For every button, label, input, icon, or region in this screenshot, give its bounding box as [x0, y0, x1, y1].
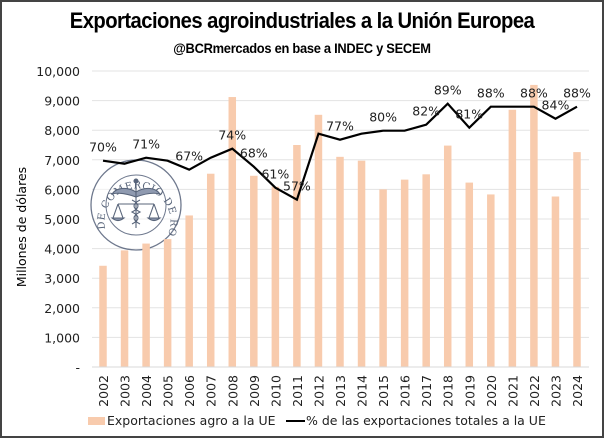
y-tick-label: 6,000: [44, 182, 80, 197]
y-tick-label: -: [75, 360, 80, 375]
bar-2013: [336, 156, 344, 367]
bar-2024: [573, 152, 581, 367]
bar-2019: [465, 182, 474, 367]
x-tick-label: 2022: [527, 375, 542, 407]
data-label-2015: 80%: [369, 110, 397, 125]
data-label-2011: 57%: [283, 179, 311, 194]
x-tick-label: 2020: [484, 375, 499, 407]
legend: Exportaciones agro a la UE % de las expo…: [88, 413, 546, 428]
x-tick-label: 2002: [96, 375, 111, 407]
bar-2023: [551, 196, 560, 367]
bar-2005: [163, 239, 172, 367]
data-label-2017: 82%: [412, 104, 440, 119]
x-tick-label: 2013: [333, 375, 348, 407]
x-tick-label: 2007: [204, 375, 219, 407]
x-tick-label: 2008: [225, 375, 240, 407]
bar-series: [99, 84, 581, 368]
y-tick-label: 10,000: [36, 64, 80, 79]
caduceus-scales-icon: [110, 178, 162, 228]
data-label-2002: 70%: [89, 140, 117, 155]
y-tick-label: 4,000: [44, 242, 80, 257]
data-label-2018: 89%: [434, 83, 462, 98]
data-label-2019: 81%: [455, 107, 483, 122]
y-tick-label: 7,000: [44, 153, 80, 168]
x-tick-label: 2024: [570, 375, 585, 407]
x-tick-label: 2011: [290, 375, 305, 407]
x-tick-label: 2016: [398, 375, 413, 407]
x-tick-label: 2005: [161, 375, 176, 407]
y-tick-label: 2,000: [44, 301, 80, 316]
bar-2016: [400, 179, 409, 367]
data-label-2010: 61%: [261, 167, 289, 182]
x-tick-label: 2004: [139, 375, 154, 407]
data-label-2020: 88%: [477, 86, 505, 101]
y-axis-ticks: - 1,000 2,000 3,000 4,000 5,000 6,000 7,000 8,00…: [36, 64, 80, 375]
y-tick-label: 9,000: [44, 94, 80, 109]
x-tick-label: 2014: [355, 375, 370, 407]
data-label-2004: 71%: [132, 137, 160, 152]
x-tick-label: 2003: [118, 375, 133, 407]
chart-title: Exportaciones agroindustriales a la Unió…: [69, 8, 535, 33]
bar-2006: [185, 215, 193, 367]
data-label-2009: 68%: [240, 146, 268, 161]
y-tick-label: 8,000: [44, 123, 80, 138]
bar-2022: [530, 84, 538, 368]
y-axis-label: Millones de dólares: [14, 167, 29, 287]
bar-2003: [120, 250, 129, 367]
bar-2017: [422, 174, 430, 367]
chart-subtitle: @BCRmercados en base a INDEC y SECEM: [173, 40, 431, 56]
data-label-2013: 77%: [326, 119, 354, 134]
bar-2012: [314, 114, 323, 367]
data-label-2006: 67%: [175, 149, 203, 164]
x-tick-label: 2010: [268, 375, 283, 407]
x-axis-ticks: 2002 2003 2004 2005 2006 2007 2008 2009 2010 2011…: [96, 375, 585, 407]
x-tick-label: 2006: [182, 375, 197, 407]
bar-2021: [508, 109, 517, 367]
bar-2015: [379, 189, 387, 367]
x-tick-label: 2015: [376, 375, 391, 407]
x-tick-label: 2019: [462, 375, 477, 407]
line-pct-exports: [102, 102, 578, 202]
bar-2020: [487, 194, 495, 367]
legend-label-bars: Exportaciones agro a la UE: [107, 413, 276, 428]
data-label-2023: 84%: [542, 98, 570, 113]
bar-2010: [271, 186, 280, 367]
bar-2004: [142, 243, 150, 367]
bar-2009: [250, 175, 258, 367]
data-labels: 70% 71%67%74%68%61%57%77%80% 82%89%81%88% 8…: [89, 83, 591, 194]
y-tick-label: 1,000: [44, 330, 80, 345]
x-tick-label: 2021: [505, 375, 520, 407]
x-tick-label: 2017: [419, 375, 434, 407]
bar-2011: [293, 145, 301, 367]
x-tick-label: 2023: [548, 375, 563, 407]
data-label-2024: 88%: [563, 86, 591, 101]
line-series: [102, 102, 578, 202]
bar-2002: [99, 265, 107, 367]
bar-2014: [357, 160, 366, 367]
x-tick-label: 2009: [247, 375, 262, 407]
legend-swatch-bars: [88, 417, 105, 425]
x-tick-label: 2012: [311, 375, 326, 407]
y-tick-label: 5,000: [44, 212, 80, 227]
legend-label-line: % de las exportaciones totales a la UE: [306, 413, 546, 428]
y-tick-label: 3,000: [44, 271, 80, 286]
data-label-2022: 88%: [520, 86, 548, 101]
data-label-2008: 74%: [218, 128, 246, 143]
bar-2018: [443, 145, 452, 367]
bar-2007: [206, 173, 215, 367]
x-tick-label: 2018: [441, 375, 456, 407]
bar-2008: [228, 97, 237, 367]
